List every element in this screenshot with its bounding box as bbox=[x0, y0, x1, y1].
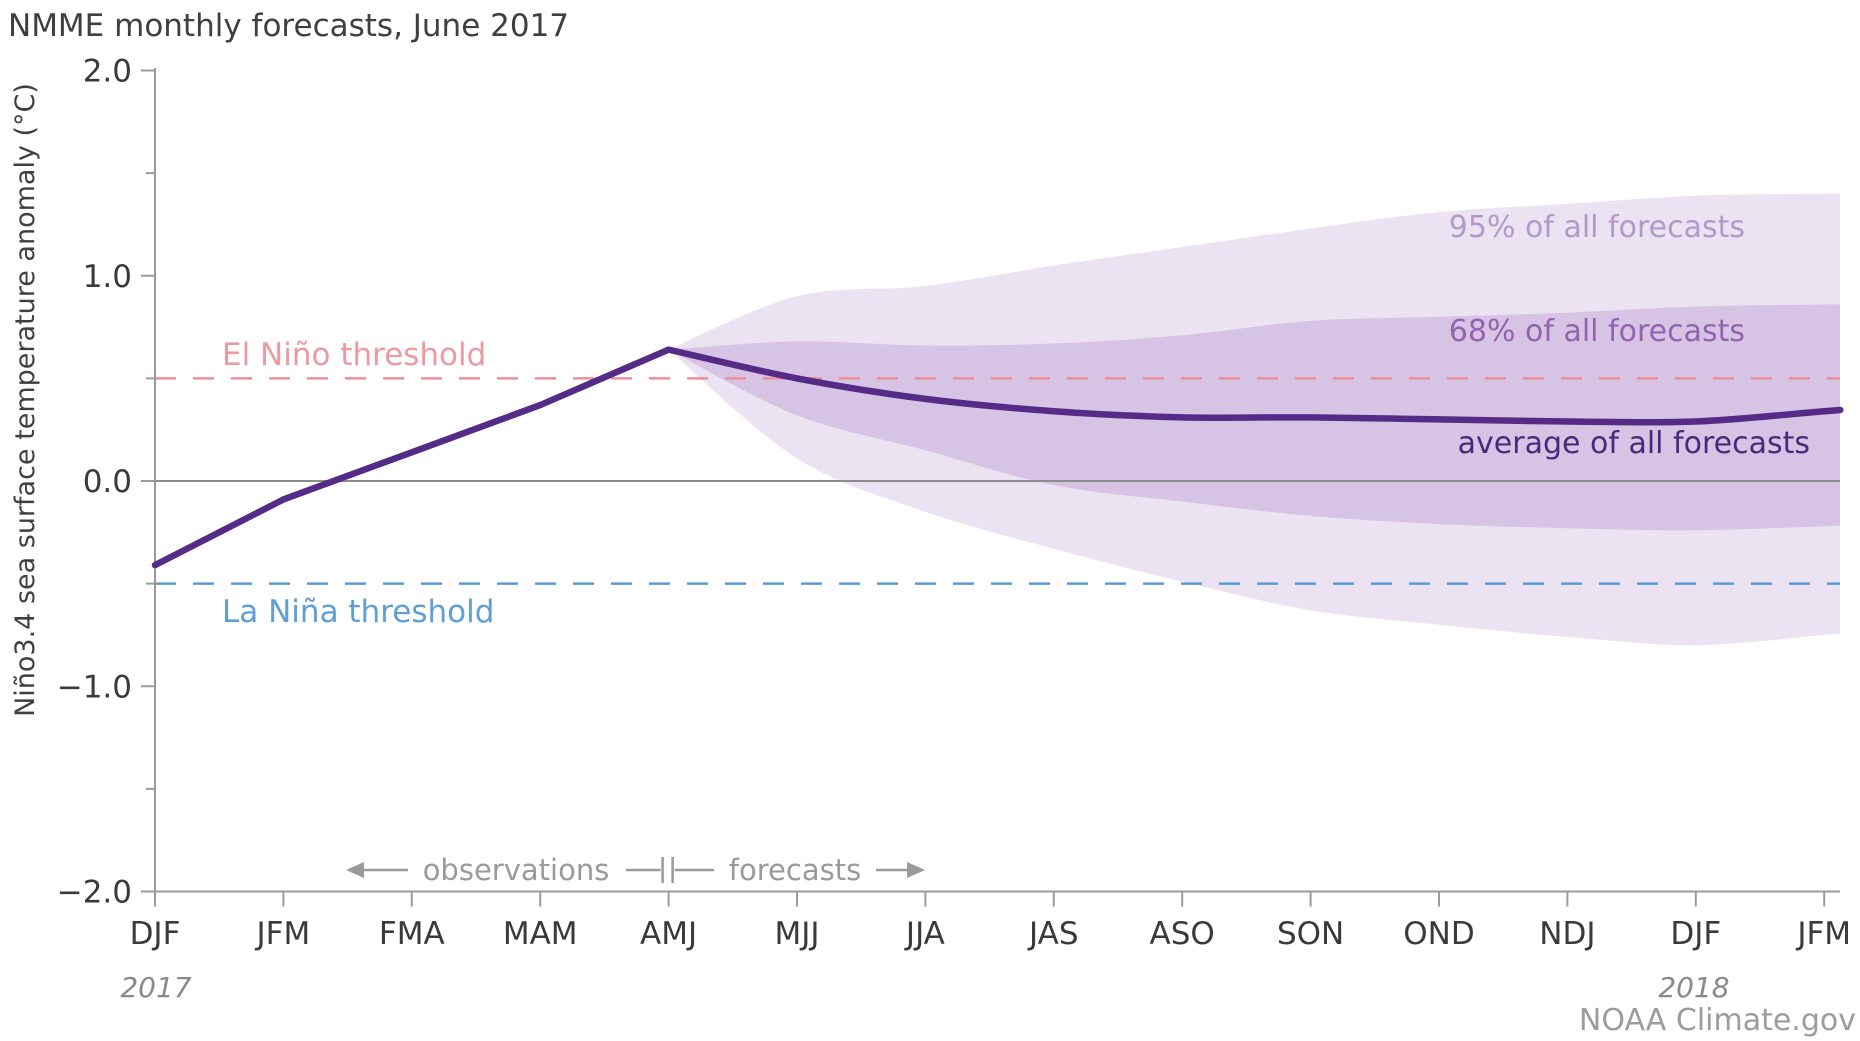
y-tick-label: −2.0 bbox=[57, 875, 132, 911]
mean-line-layer bbox=[151, 346, 1844, 569]
x-tick-label: MAM bbox=[503, 916, 578, 952]
annotation-arrows-layer bbox=[346, 857, 925, 883]
el-nino-threshold-label: El Niño threshold bbox=[222, 337, 486, 373]
x-tick-label: JFM bbox=[255, 916, 311, 952]
average-forecast-line bbox=[151, 346, 1844, 569]
x-tick-label: DJF bbox=[1670, 916, 1721, 952]
year-start-label: 2017 bbox=[120, 971, 191, 1004]
gridline-layer bbox=[155, 377, 1840, 585]
x-tick-label: JJA bbox=[904, 916, 945, 952]
la-nina-threshold-label: La Niña threshold bbox=[222, 594, 494, 630]
x-tick-label: OND bbox=[1403, 916, 1474, 952]
y-tick-label: −1.0 bbox=[57, 669, 132, 705]
forecasts-label: forecasts bbox=[729, 853, 861, 887]
x-tick-label: AMJ bbox=[640, 916, 697, 952]
band68-label: 68% of all forecasts bbox=[1449, 314, 1745, 349]
axis-layer: 2.0 1.0 0.0 −1.0 −2.0 DJF JFM FMA MAM AMJ MJJ JJA JA… bbox=[57, 54, 1851, 953]
x-tick-label: SON bbox=[1277, 916, 1344, 952]
y-tick-label: 0.0 bbox=[83, 464, 132, 500]
x-tick-label: DJF bbox=[130, 916, 181, 952]
credit: NOAA Climate.gov bbox=[1579, 1003, 1856, 1038]
band95-label: 95% of all forecasts bbox=[1449, 210, 1745, 245]
left-arrowhead bbox=[346, 862, 364, 878]
x-tick-label: JAS bbox=[1027, 916, 1078, 952]
mean-line-label: average of all forecasts bbox=[1458, 426, 1810, 461]
observations-label: observations bbox=[423, 853, 610, 887]
year-end-label: 2018 bbox=[1658, 971, 1729, 1004]
right-arrowhead bbox=[907, 862, 925, 878]
x-tick-label: ASO bbox=[1150, 916, 1215, 952]
x-tick-label: MJJ bbox=[774, 916, 819, 952]
y-tick-label: 2.0 bbox=[83, 54, 132, 90]
chart-title: NMME monthly forecasts, June 2017 bbox=[8, 8, 569, 44]
x-tick-label: FMA bbox=[379, 916, 445, 952]
y-tick-label: 1.0 bbox=[83, 259, 132, 295]
y-axis-label: Niño3.4 sea surface temperature anomaly … bbox=[10, 83, 41, 717]
x-tick-label: JFM bbox=[1795, 916, 1851, 952]
x-tick-label: NDJ bbox=[1539, 916, 1595, 952]
